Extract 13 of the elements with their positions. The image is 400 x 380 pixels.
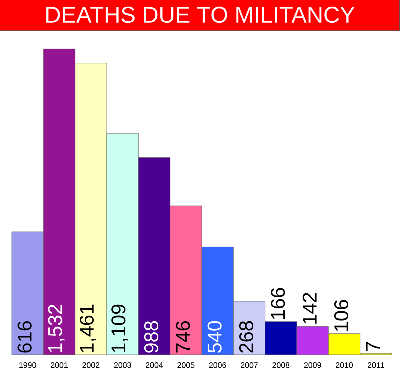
data-label: 616 [18,321,32,353]
data-label: 540 [208,321,222,354]
data-label: 142 [302,293,317,324]
data-label: 166 [271,288,286,320]
data-label: 746 [176,321,190,353]
data-label: 106 [334,300,349,332]
data-label: 1,461 [80,304,96,352]
chart-title: DEATHS DUE TO MILITANCY [46,6,355,24]
data-label: 988 [144,321,159,353]
data-label: 268 [239,321,254,353]
data-label: 7 [366,342,380,352]
data-label: 1,109 [112,304,128,352]
data-label: 1,532 [48,304,65,352]
